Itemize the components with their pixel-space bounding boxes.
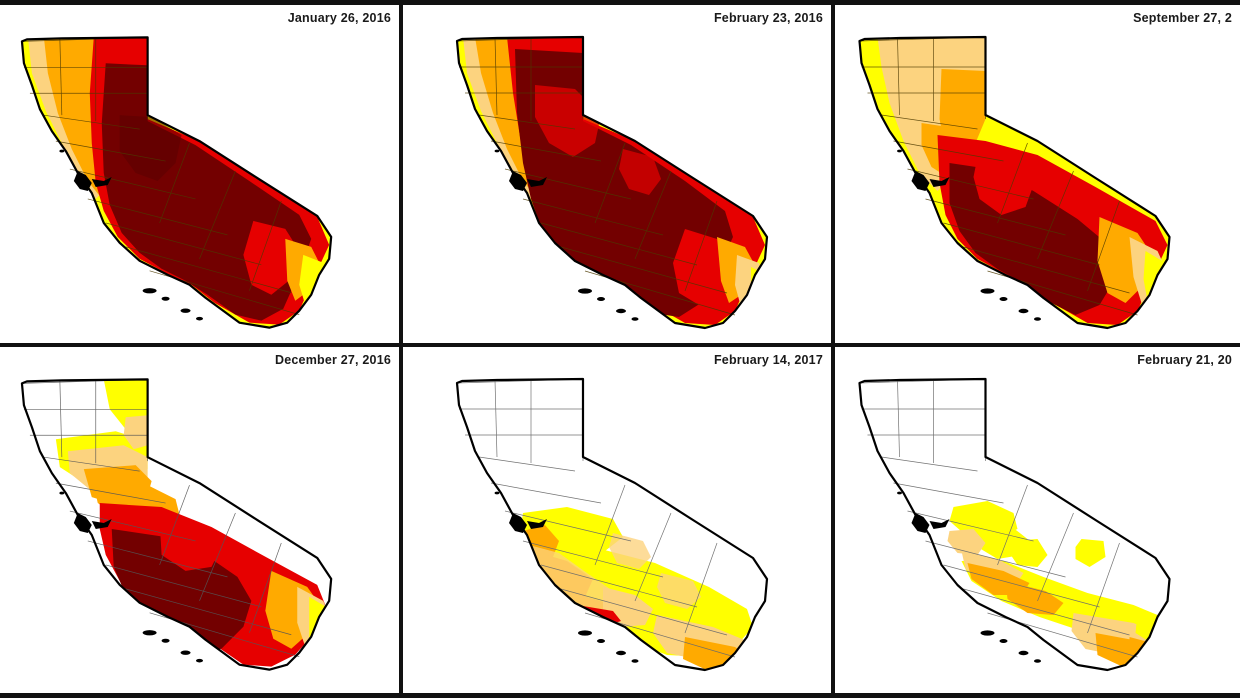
california-state-outline bbox=[455, 35, 769, 330]
map-panel-february-21[interactable]: February 21, 20 bbox=[835, 347, 1240, 693]
channel-islands bbox=[59, 491, 203, 663]
san-francisco-bay bbox=[911, 171, 930, 191]
drought-fill-layer bbox=[21, 379, 332, 670]
california-state-outline bbox=[455, 377, 769, 672]
california-state-outline bbox=[858, 377, 1171, 672]
san-francisco-bay bbox=[509, 171, 527, 191]
california-drought-map bbox=[0, 23, 399, 343]
drought-fill-layer bbox=[457, 37, 767, 328]
drought-fill-layer bbox=[859, 379, 1170, 670]
san-francisco-bay bbox=[509, 513, 527, 533]
san-francisco-bay bbox=[73, 513, 92, 533]
california-drought-map bbox=[403, 23, 831, 343]
county-boundaries bbox=[21, 379, 300, 658]
channel-islands bbox=[494, 149, 639, 321]
panel-title: December 27, 2016 bbox=[275, 353, 391, 367]
county-boundaries bbox=[859, 36, 1138, 316]
panel-title: February 23, 2016 bbox=[713, 11, 823, 25]
map-panel-february-14-2017[interactable]: February 14, 2017 bbox=[403, 347, 835, 693]
map-panel-january-26-2016[interactable]: January 26, 2016 bbox=[0, 5, 403, 347]
panel-title: September 27, 2 bbox=[1133, 11, 1232, 25]
channel-islands bbox=[494, 491, 639, 663]
california-state-outline bbox=[858, 35, 1171, 330]
drought-fill-layer bbox=[21, 37, 332, 328]
california-drought-map bbox=[835, 23, 1240, 343]
san-francisco-bay bbox=[73, 171, 92, 191]
san-francisco-bay bbox=[911, 513, 930, 533]
california-drought-map bbox=[0, 365, 399, 687]
channel-islands bbox=[59, 149, 203, 321]
map-panel-september-27[interactable]: September 27, 2 bbox=[835, 5, 1240, 347]
panel-title: February 14, 2017 bbox=[713, 353, 823, 367]
map-panel-december-27-2016[interactable]: December 27, 2016 bbox=[0, 347, 403, 693]
california-state-outline bbox=[20, 36, 333, 329]
map-panel-february-23-2016[interactable]: February 23, 2016 bbox=[403, 5, 835, 347]
figure-bottom-border bbox=[0, 693, 1240, 698]
california-drought-map bbox=[403, 365, 831, 687]
california-state-outline bbox=[20, 378, 333, 671]
drought-fill-layer bbox=[457, 379, 767, 670]
panel-title: February 21, 20 bbox=[1137, 353, 1232, 367]
drought-fill-layer bbox=[859, 37, 1170, 328]
california-drought-map bbox=[835, 365, 1240, 687]
county-boundaries bbox=[859, 378, 1138, 658]
channel-islands bbox=[897, 491, 1041, 663]
channel-islands bbox=[897, 149, 1041, 321]
panel-grid: January 26, 2016 bbox=[0, 5, 1240, 693]
panel-title: January 26, 2016 bbox=[287, 11, 391, 25]
figure-top-border bbox=[0, 0, 1240, 5]
